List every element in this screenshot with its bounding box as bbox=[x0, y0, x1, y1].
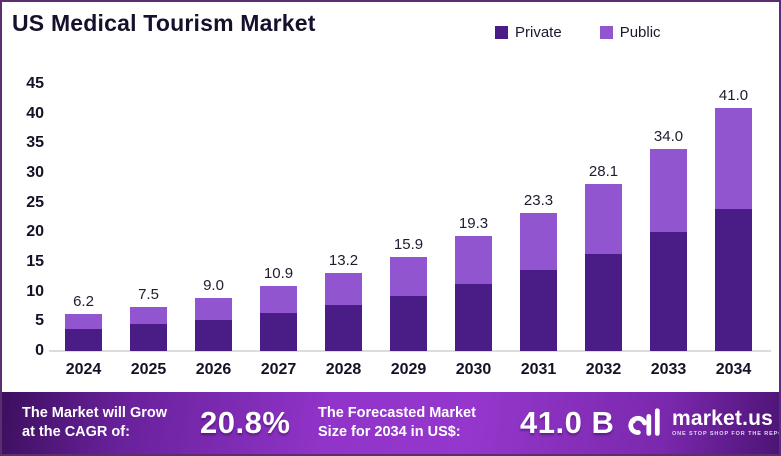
bar-segment-public-2024 bbox=[65, 314, 102, 330]
page-title: US Medical Tourism Market bbox=[12, 10, 316, 36]
brand-tagline: ONE STOP SHOP FOR THE REPORTS bbox=[672, 431, 779, 438]
bar-segment-private-2026 bbox=[195, 319, 232, 351]
y-axis-tick-20: 20 bbox=[26, 223, 44, 241]
bar-segment-public-2029 bbox=[390, 256, 427, 296]
bar-segment-public-2030 bbox=[455, 236, 492, 284]
footer-banner: The Market will Grow at the CAGR of: 20.… bbox=[2, 392, 779, 454]
forecast-value: 41.0 B bbox=[520, 405, 615, 440]
bar-value-label-2032: 28.1 bbox=[588, 163, 619, 181]
bar-segment-public-2034 bbox=[715, 107, 752, 209]
y-axis-tick-5: 5 bbox=[35, 312, 44, 330]
bar-segment-private-2025 bbox=[130, 324, 167, 351]
legend-label-private: Private bbox=[515, 24, 562, 41]
x-axis-label-2027: 2027 bbox=[260, 361, 297, 378]
bar-segment-public-2032 bbox=[585, 184, 622, 254]
bar-segment-public-2025 bbox=[130, 306, 167, 325]
y-axis-tick-35: 35 bbox=[26, 134, 44, 152]
x-axis-label-2024: 2024 bbox=[65, 361, 102, 378]
x-axis-label-2033: 2033 bbox=[650, 361, 687, 378]
legend: Private Public bbox=[495, 24, 661, 41]
bar-segment-public-2026 bbox=[195, 297, 232, 320]
bar-segment-public-2027 bbox=[260, 286, 297, 313]
x-axis-label-2026: 2026 bbox=[195, 361, 232, 378]
bar-segment-public-2031 bbox=[520, 212, 557, 271]
y-axis-tick-0: 0 bbox=[35, 342, 44, 359]
x-axis-label-2030: 2030 bbox=[455, 361, 492, 378]
bar-segment-private-2030 bbox=[455, 283, 492, 351]
legend-label-public: Public bbox=[619, 24, 661, 41]
forecast-label: The Forecasted Market Size for 2034 in U… bbox=[318, 405, 476, 440]
bar-value-label-2033: 34.0 bbox=[653, 128, 684, 146]
bar-value-label-2029: 15.9 bbox=[393, 235, 424, 253]
y-axis-tick-10: 10 bbox=[26, 282, 44, 300]
bar-segment-private-2032 bbox=[585, 253, 622, 351]
bar-value-label-2034: 41.0 bbox=[718, 86, 749, 104]
y-axis-tick-15: 15 bbox=[26, 253, 44, 270]
y-axis-tick-45: 45 bbox=[26, 75, 44, 92]
bar-value-label-2031: 23.3 bbox=[523, 191, 554, 209]
x-axis-line bbox=[49, 350, 771, 352]
bar-segment-private-2029 bbox=[390, 295, 427, 351]
y-axis-tick-30: 30 bbox=[26, 164, 44, 181]
bar-value-label-2026: 9.0 bbox=[203, 276, 224, 294]
legend-item-public: Public bbox=[599, 24, 661, 41]
bar-segment-private-2028 bbox=[325, 304, 362, 351]
marketus-logo-icon bbox=[628, 408, 660, 436]
bar-segment-public-2028 bbox=[325, 272, 362, 305]
bar-segment-private-2031 bbox=[520, 270, 557, 351]
bar-segment-public-2033 bbox=[650, 149, 687, 233]
brand-logo: market.us ONE STOP SHOP FOR THE REPORTS bbox=[626, 405, 779, 441]
public-swatch-icon bbox=[599, 26, 613, 39]
x-axis-label-2029: 2029 bbox=[390, 361, 427, 378]
cagr-value: 20.8% bbox=[200, 405, 291, 440]
bar-segment-private-2027 bbox=[260, 313, 297, 351]
x-axis-label-2034: 2034 bbox=[715, 361, 752, 378]
bar-value-label-2028: 13.2 bbox=[328, 251, 359, 269]
bar-segment-private-2034 bbox=[715, 208, 752, 351]
y-axis-tick-25: 25 bbox=[26, 193, 44, 211]
cagr-label: The Market will Grow at the CAGR of: bbox=[22, 405, 168, 440]
bar-segment-private-2033 bbox=[650, 232, 687, 351]
legend-item-private: Private bbox=[495, 24, 562, 41]
x-axis-label-2028: 2028 bbox=[325, 361, 362, 378]
x-axis-label-2025: 2025 bbox=[130, 361, 167, 378]
bar-segment-private-2024 bbox=[65, 329, 102, 351]
private-swatch-icon bbox=[495, 26, 508, 39]
x-axis-label-2031: 2031 bbox=[520, 361, 557, 378]
bar-value-label-2025: 7.5 bbox=[138, 285, 159, 303]
bar-value-label-2027: 10.9 bbox=[263, 265, 294, 283]
bar-value-label-2030: 19.3 bbox=[458, 215, 489, 233]
bar-value-label-2024: 6.2 bbox=[73, 293, 94, 311]
brand-name: market.us bbox=[672, 407, 774, 431]
x-axis-label-2032: 2032 bbox=[585, 361, 622, 378]
y-axis-tick-40: 40 bbox=[26, 104, 44, 122]
